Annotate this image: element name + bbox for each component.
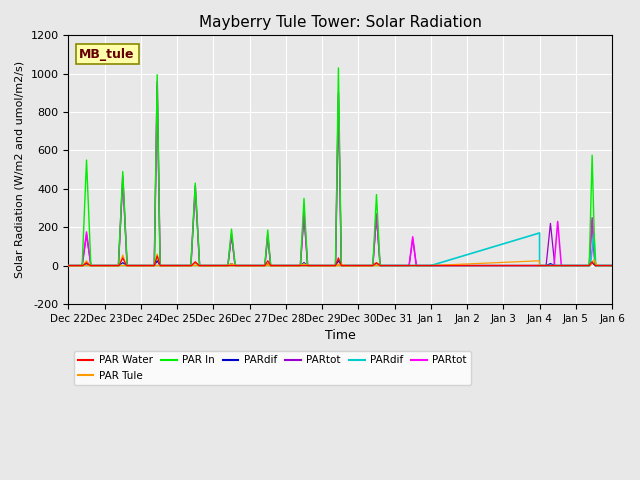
Legend: PAR Water, PAR Tule, PAR In, PARdif, PARtot, PARdif, PARtot: PAR Water, PAR Tule, PAR In, PARdif, PAR… <box>74 351 471 384</box>
Y-axis label: Solar Radiation (W/m2 and umol/m2/s): Solar Radiation (W/m2 and umol/m2/s) <box>15 61 25 278</box>
X-axis label: Time: Time <box>325 329 356 342</box>
Title: Mayberry Tule Tower: Solar Radiation: Mayberry Tule Tower: Solar Radiation <box>199 15 482 30</box>
Text: MB_tule: MB_tule <box>79 48 135 60</box>
